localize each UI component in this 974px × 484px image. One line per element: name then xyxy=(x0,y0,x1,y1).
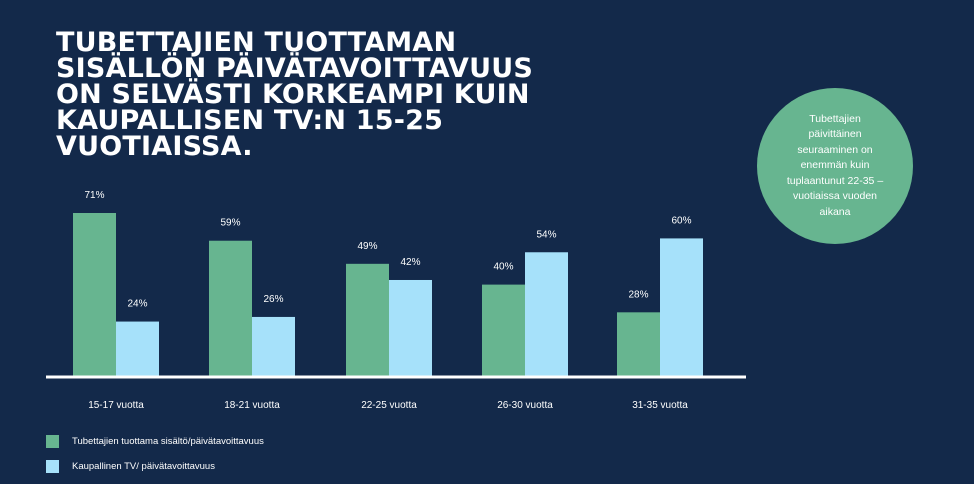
data-label: 49% xyxy=(357,241,377,252)
bar-blue-5 xyxy=(660,238,703,377)
x-tick-label: 31-35 vuotta xyxy=(632,400,688,411)
x-tick-label: 15-17 vuotta xyxy=(88,400,144,411)
legend-swatch-blue xyxy=(46,459,59,473)
data-label: 40% xyxy=(493,262,513,273)
callout-text: Tubettajien päivittäinen seuraaminen on … xyxy=(786,112,884,218)
data-label: 60% xyxy=(671,215,691,226)
bar-blue-3 xyxy=(389,279,432,377)
legend-label-green: Tubettajien tuottama sisältö/päivätavoit… xyxy=(72,435,264,447)
bar-blue-4 xyxy=(525,252,568,377)
callout-bubble: Tubettajien päivittäinen seuraaminen on … xyxy=(757,88,913,244)
bar-blue-2 xyxy=(252,316,295,377)
bar-green-5 xyxy=(617,312,660,377)
legend-item-green: Tubettajien tuottama sisältö/päivätavoit… xyxy=(46,434,264,448)
data-label: 24% xyxy=(127,299,147,310)
legend-label-blue: Kaupallinen TV/ päivätavoittavuus xyxy=(72,460,215,472)
bar-blue-1 xyxy=(116,321,159,377)
legend-swatch-green xyxy=(46,434,59,448)
x-tick-label: 26-30 vuotta xyxy=(497,400,553,411)
bar-green-4 xyxy=(482,284,525,377)
legend-item-blue: Kaupallinen TV/ päivätavoittavuus xyxy=(46,459,264,473)
bar-green-2 xyxy=(209,240,252,377)
page-title: TUBETTAJIEN TUOTTAMAN SISÄLLÖN PÄIVÄTAVO… xyxy=(56,27,533,162)
data-label: 71% xyxy=(84,190,104,201)
data-label: 59% xyxy=(220,218,240,229)
legend: Tubettajien tuottama sisältö/päivätavoit… xyxy=(46,434,264,484)
x-tick-label: 18-21 vuotta xyxy=(224,400,280,411)
x-tick-label: 22-25 vuotta xyxy=(361,400,417,411)
bar-green-1 xyxy=(73,213,116,377)
data-label: 42% xyxy=(400,257,420,268)
bar-green-3 xyxy=(346,263,389,377)
data-label: 28% xyxy=(628,289,648,300)
data-label: 26% xyxy=(263,294,283,305)
data-label: 54% xyxy=(536,229,556,240)
